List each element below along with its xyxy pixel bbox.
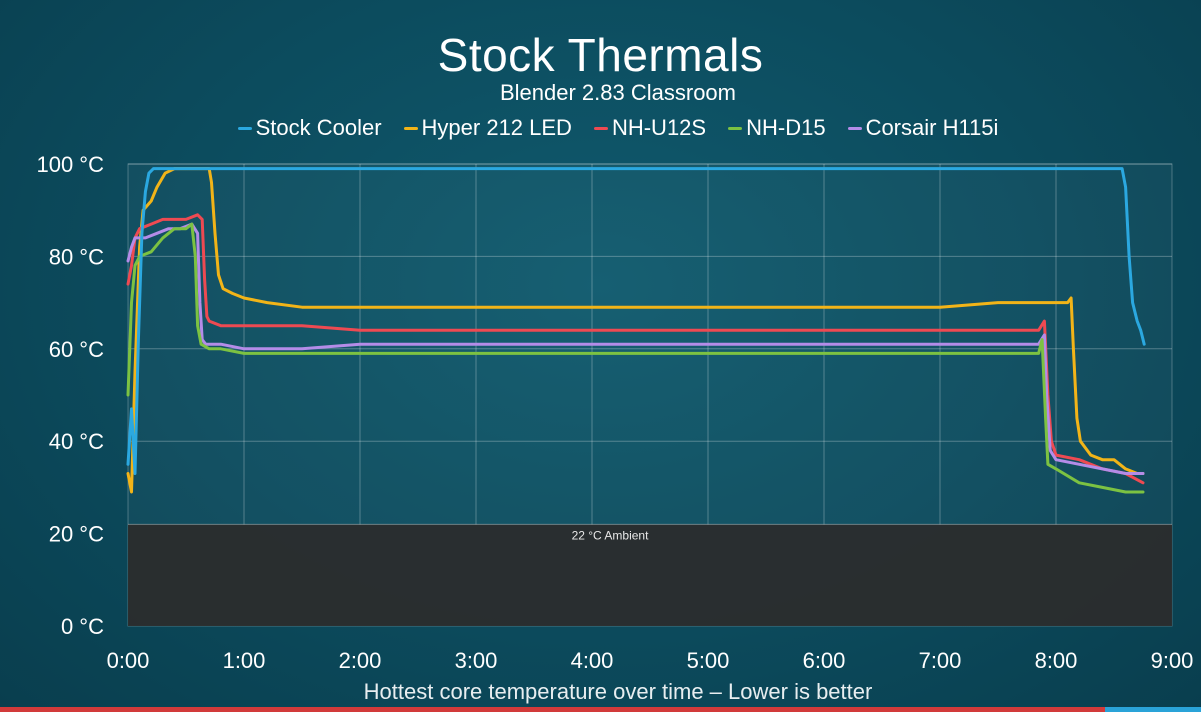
legend-label-hyper-212-led: Hyper 212 LED xyxy=(421,115,572,140)
y-tick-label: 60 °C xyxy=(49,337,104,362)
ambient-label: 22 °C Ambient xyxy=(572,528,650,542)
x-tick-label: 4:00 xyxy=(571,648,614,673)
legend-entry-corsair-h115i: Corsair H115i xyxy=(847,115,999,141)
legend-label-nh-d15: NH-D15 xyxy=(746,115,826,140)
series-line-hyper-212-led xyxy=(126,167,1145,494)
chart-legend: Stock Cooler Hyper 212 LED NH-U12S NH-D1… xyxy=(0,115,1201,141)
legend-swatch-nh-u12s xyxy=(593,126,608,130)
y-tick-label: 0 °C xyxy=(61,614,104,639)
legend-swatch-stock-cooler xyxy=(237,126,252,130)
legend-entry-stock-cooler: Stock Cooler xyxy=(237,115,382,141)
chart-subtitle: Blender 2.83 Classroom xyxy=(499,80,736,105)
y-tick-label: 20 °C xyxy=(49,522,104,547)
x-tick-label: 1:00 xyxy=(223,648,266,673)
y-tick-label: 100 °C xyxy=(36,152,104,177)
x-tick-label: 7:00 xyxy=(919,648,962,673)
x-axis-caption: Hottest core temperature over time – Low… xyxy=(364,679,873,704)
chart-title: Stock Thermals xyxy=(437,29,764,81)
x-tick-label: 5:00 xyxy=(687,648,730,673)
legend-label-stock-cooler: Stock Cooler xyxy=(255,115,382,140)
legend-entry-nh-u12s: NH-U12S xyxy=(593,115,707,141)
legend-entry-nh-d15: NH-D15 xyxy=(728,115,826,141)
video-progress-strip xyxy=(0,707,1201,712)
legend-swatch-hyper-212-led xyxy=(403,126,418,130)
legend-label-corsair-h115i: Corsair H115i xyxy=(865,115,999,140)
y-tick-label: 80 °C xyxy=(49,244,104,269)
legend-swatch-nh-d15 xyxy=(728,126,743,130)
x-tick-label: 9:00 xyxy=(1151,648,1194,673)
y-tick-label: 40 °C xyxy=(49,429,104,454)
x-tick-label: 6:00 xyxy=(803,648,846,673)
legend-swatch-corsair-h115i xyxy=(847,126,862,130)
x-tick-label: 3:00 xyxy=(455,648,498,673)
x-tick-label: 0:00 xyxy=(107,648,150,673)
legend-label-nh-u12s: NH-U12S xyxy=(611,115,707,140)
legend-entry-hyper-212-led: Hyper 212 LED xyxy=(403,115,572,141)
x-tick-label: 2:00 xyxy=(339,648,382,673)
series-line-nh-d15 xyxy=(126,222,1145,494)
x-tick-label: 8:00 xyxy=(1035,648,1078,673)
ambient-band xyxy=(128,524,1172,626)
series-line-stock-cooler xyxy=(126,167,1146,475)
